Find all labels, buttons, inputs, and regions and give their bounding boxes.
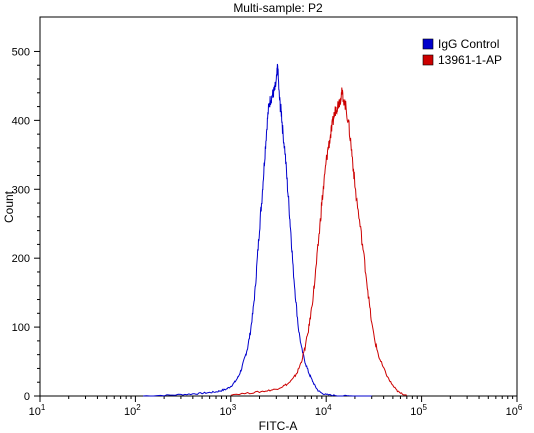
y-tick-label: 100: [12, 322, 30, 334]
x-tick-label-exponent: 1: [41, 403, 46, 412]
x-tick-label: 101: [29, 403, 46, 418]
x-tick-label-base: 10: [506, 406, 518, 418]
x-tick-label-base: 10: [410, 406, 422, 418]
y-tick-label: 400: [12, 115, 30, 127]
y-axis: 0 100 200 300 400 500: [12, 46, 40, 403]
legend-label-igg-control: IgG Control: [438, 37, 499, 51]
chart-title: Multi-sample: P2: [233, 1, 323, 15]
x-tick-label-exponent: 6: [518, 403, 523, 412]
y-tick-label: 500: [12, 46, 30, 58]
x-tick-label-base: 10: [219, 406, 231, 418]
x-tick-label-base: 10: [29, 406, 41, 418]
x-tick-label: 102: [124, 403, 141, 418]
x-tick-label: 103: [219, 403, 236, 418]
x-axis: 101 102 103 104 105 106: [29, 396, 523, 418]
x-tick-label: 104: [315, 403, 332, 418]
x-tick-label-exponent: 5: [422, 403, 427, 412]
y-tick-label: 0: [24, 391, 30, 403]
y-axis-label: Count: [2, 190, 16, 223]
y-tick-label: 300: [12, 184, 30, 196]
legend-swatch-igg-control: [422, 38, 434, 50]
series-lines: [142, 63, 407, 397]
x-tick-label-exponent: 4: [327, 403, 332, 412]
x-tick-label: 105: [410, 403, 427, 418]
legend: IgG Control 13961-1-AP: [422, 37, 502, 67]
x-tick-label-base: 10: [124, 406, 136, 418]
x-tick-label-exponent: 2: [136, 403, 141, 412]
x-tick-label: 106: [506, 403, 523, 418]
x-tick-label-base: 10: [315, 406, 327, 418]
y-tick-label: 200: [12, 253, 30, 265]
legend-label-13961-1-ap: 13961-1-AP: [438, 53, 502, 67]
x-tick-label-exponent: 3: [232, 403, 237, 412]
x-axis-label: FITC-A: [259, 419, 298, 433]
series-line-igg-control: [142, 63, 372, 397]
series-line-13961-1-ap: [230, 87, 407, 396]
legend-swatch-13961-1-ap: [422, 54, 434, 66]
